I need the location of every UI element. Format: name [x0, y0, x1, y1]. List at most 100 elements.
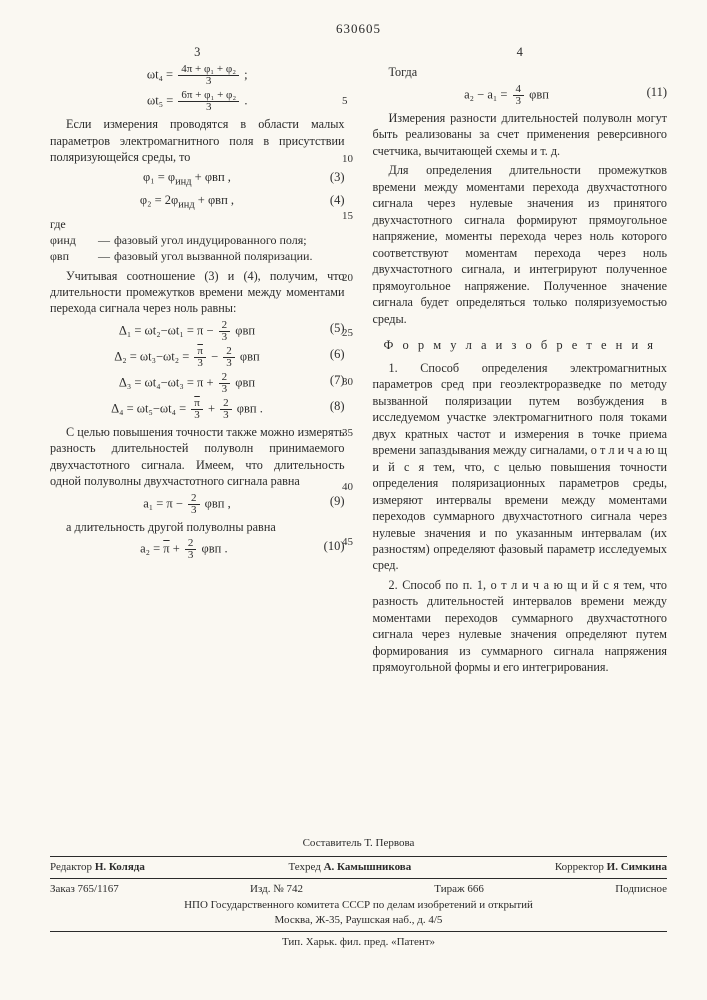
- subscription: Подписное: [615, 882, 667, 897]
- techred-label: Техред: [288, 861, 320, 873]
- editor-label: Редактор: [50, 861, 92, 873]
- eq-text: φ₂ = 2φ: [140, 193, 178, 207]
- line-number: 5: [342, 94, 348, 109]
- eq-tail: φвп ,: [202, 496, 231, 510]
- eq-text: a₂ − a₁ =: [464, 87, 510, 101]
- equation-7: Δ₃ = ωt₄−ωt₃ = π + 23 φвп (7): [50, 372, 345, 395]
- line-number: 20: [342, 271, 353, 286]
- editor-name: Н. Коляда: [95, 861, 145, 873]
- eq-text: Δ₃ = ωt₄−ωt₃ = π +: [119, 375, 217, 389]
- eq-ovl: π: [194, 397, 200, 409]
- line-number: 40: [342, 480, 353, 495]
- para-left-2: Учитывая соотношение (3) и (4), получим,…: [50, 268, 345, 317]
- para-right-2: Для определения длительности промежутков…: [373, 162, 668, 327]
- eq-number: (11): [647, 84, 667, 101]
- compiler: Составитель Т. Первова: [50, 836, 667, 851]
- claim-2: 2. Способ по п. 1, о т л и ч а ю щ и й с…: [373, 577, 668, 676]
- eq-num: 2: [188, 493, 200, 505]
- then-label: Тогда: [373, 64, 668, 80]
- eq-lhs: ωt₄ =: [147, 68, 173, 82]
- order-row: Заказ 765/1167 Изд. № 742 Тираж 666 Подп…: [50, 879, 667, 897]
- left-column: 3 ωt₄ = 4π + φ₁ + φ₂3 ; ωt₅ = 6π + φ₁ + …: [50, 44, 345, 679]
- techred-name: А. Камышникова: [324, 861, 412, 873]
- eq-ovl: π: [197, 345, 203, 357]
- eq-text: a₁ = π −: [143, 496, 186, 510]
- col-right-number: 4: [373, 44, 668, 61]
- address: Москва, Ж-35, Раушская наб., д. 4/5: [50, 913, 667, 928]
- eq-mid: −: [208, 349, 221, 363]
- eq-number: (9): [330, 493, 345, 510]
- eq-text: a₂ =: [140, 542, 163, 556]
- proof-label: Корректор: [555, 861, 604, 873]
- para-right-1: Измерения разности длительностей полувол…: [373, 110, 668, 159]
- eq-text: + φвп ,: [192, 170, 231, 184]
- eq-number: (3): [330, 169, 345, 186]
- claims-title: Ф о р м у л а и з о б р е т е н и я: [373, 337, 668, 354]
- eq-text: Δ₄ = ωt₅−ωt₄ =: [111, 401, 189, 415]
- eq-den: 3: [219, 384, 231, 395]
- eq-den: 3: [194, 358, 206, 369]
- eq-den: 3: [223, 358, 235, 369]
- page: 630605 3 ωt₄ = 4π + φ₁ + φ₂3 ; ωt₅ = 6π …: [0, 0, 707, 1000]
- where-block: где φинд — фазовый угол индуцированного …: [50, 216, 345, 265]
- eq-den: 3: [219, 332, 231, 343]
- col-left-number: 3: [50, 44, 345, 61]
- eq-text: Δ₁ = ωt₂−ωt₁ = π −: [119, 323, 217, 337]
- eq-den: 3: [191, 410, 203, 421]
- eq-mid: +: [170, 542, 183, 556]
- printing-house: Тип. Харьк. фил. пред. «Патент»: [50, 932, 667, 950]
- line-number: 15: [342, 209, 353, 224]
- line-number: 45: [342, 535, 353, 550]
- eq-tail: φвп .: [234, 401, 263, 415]
- para-left-3: С целью повышения точности также можно и…: [50, 424, 345, 490]
- proof-name: И. Симкина: [607, 861, 667, 873]
- para-left-1: Если измерения проводятся в области малы…: [50, 116, 345, 165]
- line-number: 30: [342, 375, 353, 390]
- eq-lhs: ωt₅ =: [147, 94, 173, 108]
- eq-number: (6): [330, 346, 345, 363]
- issue-number: Изд. № 742: [250, 882, 303, 897]
- equation-8: Δ₄ = ωt₅−ωt₄ = π3 + 23 φвп . (8): [50, 398, 345, 421]
- eq-sub: инд: [175, 176, 191, 187]
- equation-wt5: ωt₅ = 6π + φ₁ + φ₂3 .: [50, 90, 345, 113]
- equation-6: Δ₂ = ωt₃−ωt₂ = π3 − 23 φвп (6): [50, 346, 345, 369]
- organization-address: НПО Государственного комитета СССР по де…: [50, 896, 667, 932]
- where-symbol: φинд: [50, 232, 98, 248]
- eq-sub: инд: [178, 200, 194, 211]
- eq-den: 3: [220, 410, 232, 421]
- eq-den: 3: [188, 505, 200, 516]
- order-number: Заказ 765/1167: [50, 882, 119, 897]
- line-number: 25: [342, 326, 353, 341]
- eq-den: 3: [178, 102, 239, 113]
- right-column: 4 Тогда a₂ − a₁ = 43 φвп (11) Измерения …: [373, 44, 668, 679]
- eq-text: + φвп ,: [195, 193, 234, 207]
- where-text: фазовый угол вызванной поляризации.: [114, 248, 345, 264]
- document-number: 630605: [50, 20, 667, 38]
- eq-text: φ₁ = φ: [143, 170, 175, 184]
- eq-number: (8): [330, 398, 345, 415]
- line-number: 35: [342, 426, 353, 441]
- equation-10: a₂ = π + 23 φвп . (10): [50, 538, 345, 561]
- eq-number: (4): [330, 192, 345, 209]
- equation-11: a₂ − a₁ = 43 φвп (11): [373, 84, 668, 107]
- eq-den: 3: [185, 550, 197, 561]
- where-label: где: [50, 216, 98, 232]
- eq-mid: +: [205, 401, 218, 415]
- imprint-footer: Составитель Т. Первова Редактор Н. Коляд…: [50, 836, 667, 950]
- para-left-4: а длительность другой полуволны равна: [50, 519, 345, 535]
- eq-tail: φвп: [526, 87, 549, 101]
- equation-9: a₁ = π − 23 φвп , (9): [50, 493, 345, 516]
- credits-row: Редактор Н. Коляда Техред А. Камышникова…: [50, 856, 667, 879]
- where-text: фазовый угол индуцированного поля;: [114, 232, 345, 248]
- equation-4: φ₂ = 2φинд + φвп , (4): [50, 192, 345, 213]
- equation-3: φ₁ = φинд + φвп , (3): [50, 169, 345, 190]
- equation-wt4: ωt₄ = 4π + φ₁ + φ₂3 ;: [50, 64, 345, 87]
- organization: НПО Государственного комитета СССР по де…: [50, 898, 667, 913]
- eq-tail: φвп: [237, 349, 260, 363]
- eq-tail: φвп: [232, 323, 255, 337]
- equation-5: Δ₁ = ωt₂−ωt₁ = π − 23 φвп (5): [50, 320, 345, 343]
- eq-tail: φвп .: [198, 542, 227, 556]
- eq-tail: φвп: [232, 375, 255, 389]
- where-symbol: φвп: [50, 248, 98, 264]
- eq-text: Δ₂ = ωt₃−ωt₂ =: [114, 349, 192, 363]
